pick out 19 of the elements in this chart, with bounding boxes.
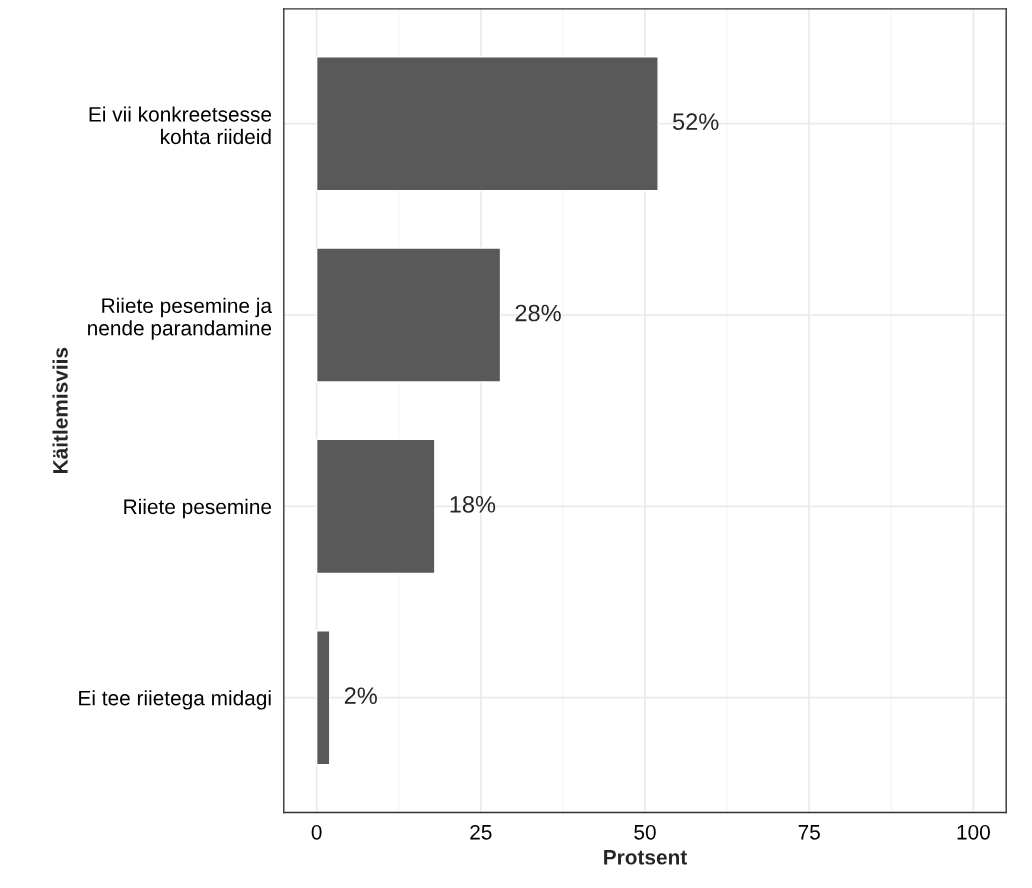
data-label: 52% — [672, 113, 719, 131]
x-axis-title: Protsent — [604, 850, 687, 865]
bar — [315, 438, 436, 575]
x-tick-label: 50 — [634, 824, 656, 840]
y-tick-label: Riiete pesemine — [124, 498, 272, 519]
y-tick-label: Riiete pesemine ja nende parandamine — [88, 297, 272, 340]
bar — [315, 247, 502, 383]
x-tick-label: 75 — [798, 825, 820, 840]
bar — [315, 630, 331, 766]
data-label: 2% — [344, 687, 377, 704]
y-tick-label: Ei vii konkreetsesse kohta riideid — [89, 106, 272, 145]
data-label: 18% — [450, 495, 496, 513]
x-tick-label: 100 — [957, 824, 990, 840]
y-tick-label: Ei tee riietega midagi — [79, 690, 271, 710]
x-tick-label: 25 — [470, 824, 492, 840]
data-label: 28% — [515, 304, 561, 322]
y-axis-title: Käitlemisviis — [52, 347, 68, 473]
x-tick-label: 0 — [311, 824, 322, 840]
bar — [315, 56, 659, 192]
